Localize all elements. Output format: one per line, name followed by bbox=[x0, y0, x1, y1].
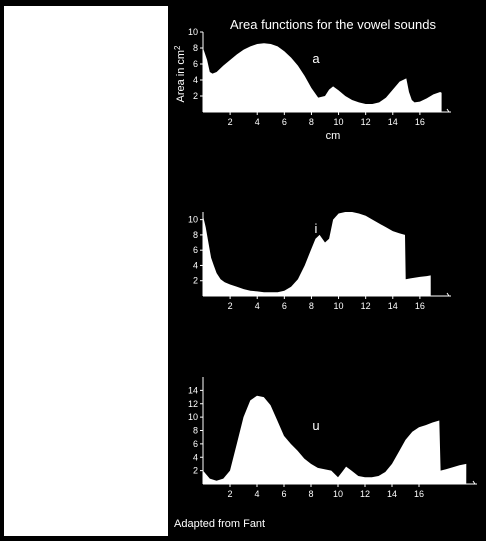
y-tick-label: 10 bbox=[188, 27, 198, 37]
y-tick-label: 2 bbox=[193, 466, 198, 476]
area-fill-i bbox=[203, 212, 431, 296]
x-tick-label: 16 bbox=[414, 489, 424, 499]
x-tick-label: 8 bbox=[308, 489, 313, 499]
y-tick-label: 4 bbox=[193, 260, 198, 270]
x-tick-label: 4 bbox=[255, 117, 260, 127]
x-axis-end-i bbox=[446, 292, 450, 297]
y-axis-label-superscript: 2 bbox=[173, 45, 182, 50]
x-tick-label: 8 bbox=[309, 117, 314, 127]
y-tick-label: 4 bbox=[193, 75, 198, 85]
x-tick-label: 4 bbox=[254, 489, 259, 499]
x-tick-label: 14 bbox=[388, 301, 398, 311]
credit-text: Adapted from Fant bbox=[174, 518, 266, 530]
chart-title: Area functions for the vowel sounds bbox=[230, 17, 436, 32]
x-axis-end-a bbox=[446, 108, 450, 113]
x-tick-label: 6 bbox=[282, 301, 287, 311]
y-tick-label: 2 bbox=[193, 276, 198, 286]
area-fill-a bbox=[203, 43, 442, 113]
x-tick-label: 2 bbox=[228, 301, 233, 311]
y-tick-label: 8 bbox=[193, 426, 198, 436]
vowel-label-u: u bbox=[312, 418, 319, 433]
blank-panel bbox=[4, 6, 168, 536]
x-tick-label: 16 bbox=[415, 117, 425, 127]
y-tick-label: 14 bbox=[188, 385, 198, 395]
x-tick-label: 12 bbox=[361, 117, 371, 127]
x-tick-label: 14 bbox=[387, 489, 397, 499]
x-axis-end-u bbox=[472, 480, 476, 485]
y-tick-label: 2 bbox=[193, 91, 198, 101]
x-tick-label: 10 bbox=[334, 301, 344, 311]
x-tick-label: 2 bbox=[227, 489, 232, 499]
x-tick-label: 4 bbox=[255, 301, 260, 311]
x-tick-label: 14 bbox=[388, 117, 398, 127]
x-tick-label: 12 bbox=[361, 301, 371, 311]
area-fill-u bbox=[203, 395, 467, 484]
x-tick-label: 6 bbox=[282, 117, 287, 127]
x-axis-label: cm bbox=[326, 130, 341, 142]
vowel-label-a: a bbox=[312, 51, 320, 66]
x-tick-label: 2 bbox=[228, 117, 233, 127]
x-tick-label: 10 bbox=[334, 117, 344, 127]
x-tick-label: 6 bbox=[281, 489, 286, 499]
vowel-label-i: i bbox=[315, 221, 318, 236]
y-tick-label: 4 bbox=[193, 452, 198, 462]
y-tick-label: 12 bbox=[188, 399, 198, 409]
y-tick-label: 8 bbox=[193, 43, 198, 53]
y-tick-label: 6 bbox=[193, 439, 198, 449]
y-tick-label: 10 bbox=[188, 412, 198, 422]
x-tick-label: 16 bbox=[415, 301, 425, 311]
y-tick-label: 6 bbox=[193, 245, 198, 255]
y-tick-label: 10 bbox=[188, 215, 198, 225]
y-axis-label: Area in cm2 bbox=[173, 45, 187, 103]
x-tick-label: 10 bbox=[333, 489, 343, 499]
x-tick-label: 8 bbox=[309, 301, 314, 311]
y-tick-label: 8 bbox=[193, 230, 198, 240]
x-tick-label: 12 bbox=[360, 489, 370, 499]
y-tick-label: 6 bbox=[193, 59, 198, 69]
